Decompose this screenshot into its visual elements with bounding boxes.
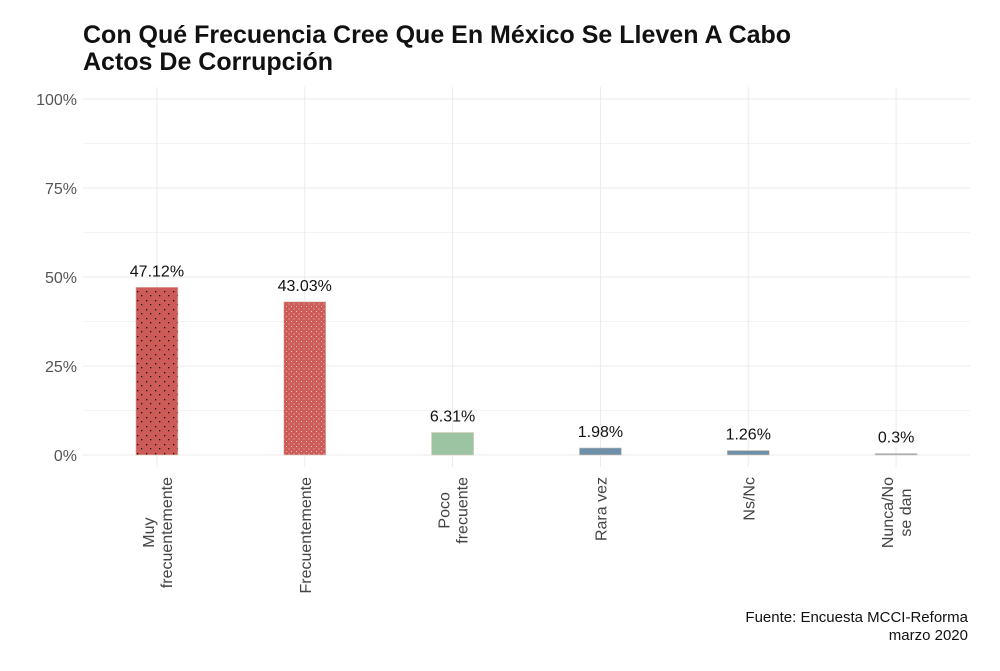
y-tick-label: 25% — [45, 359, 77, 376]
x-tick-label: Rara vez — [593, 477, 610, 541]
x-tick-label-line: Nunca/No — [880, 477, 897, 548]
caption-line: marzo 2020 — [889, 627, 968, 644]
x-tick-label: Nunca/No se dan — [880, 477, 915, 548]
bar — [431, 432, 474, 456]
y-tick-label: 100% — [36, 92, 77, 109]
x-tick-label-line: frecuente — [455, 477, 472, 544]
y-axis: 0% 25% 50% 75% 100% — [36, 92, 77, 465]
x-tick-label: Ns/Nc — [741, 477, 758, 521]
title-line: Actos De Corrupción — [83, 48, 333, 76]
data-label: 1.98% — [578, 424, 623, 441]
x-tick-label: Frecuentemente — [298, 477, 315, 594]
data-label: 6.31% — [430, 409, 475, 426]
x-axis: Muy frecuentemente Frecuentemente Poco frecu… — [141, 477, 915, 594]
gridlines — [83, 87, 970, 467]
data-label: 43.03% — [278, 278, 332, 295]
data-label: 47.12% — [130, 263, 184, 280]
chart-title: Con Qué Frecuencia Cree Que En México Se… — [83, 21, 791, 76]
data-label: 1.26% — [726, 427, 771, 444]
title-line: Con Qué Frecuencia Cree Que En México Se… — [83, 21, 791, 49]
y-tick-label: 0% — [54, 448, 77, 465]
data-label: 0.3% — [878, 430, 914, 447]
bar — [283, 301, 327, 456]
bar — [135, 286, 179, 456]
bar — [874, 453, 918, 456]
x-tick-label-line: se dan — [898, 489, 915, 537]
x-tick-label-line: Ns/Nc — [741, 477, 758, 521]
x-tick-label-line: Muy — [141, 517, 158, 547]
x-tick-label: Poco frecuente — [437, 477, 472, 544]
caption-line: Fuente: Encuesta MCCI-Reforma — [745, 609, 968, 626]
bars — [135, 286, 918, 456]
x-tick-label-line: Poco — [437, 492, 454, 529]
x-tick-label-line: frecuentemente — [159, 477, 176, 588]
x-tick-label: Muy frecuentemente — [141, 477, 176, 588]
y-tick-label: 75% — [45, 181, 77, 198]
bar — [726, 450, 770, 456]
data-labels: 47.12% 43.03% 6.31% 1.98% 1.26% 0.3% — [130, 263, 915, 446]
bar — [579, 447, 622, 456]
x-tick-label-line: Frecuentemente — [298, 477, 315, 594]
y-tick-label: 50% — [45, 270, 77, 287]
x-tick-label-line: Rara vez — [593, 477, 610, 541]
